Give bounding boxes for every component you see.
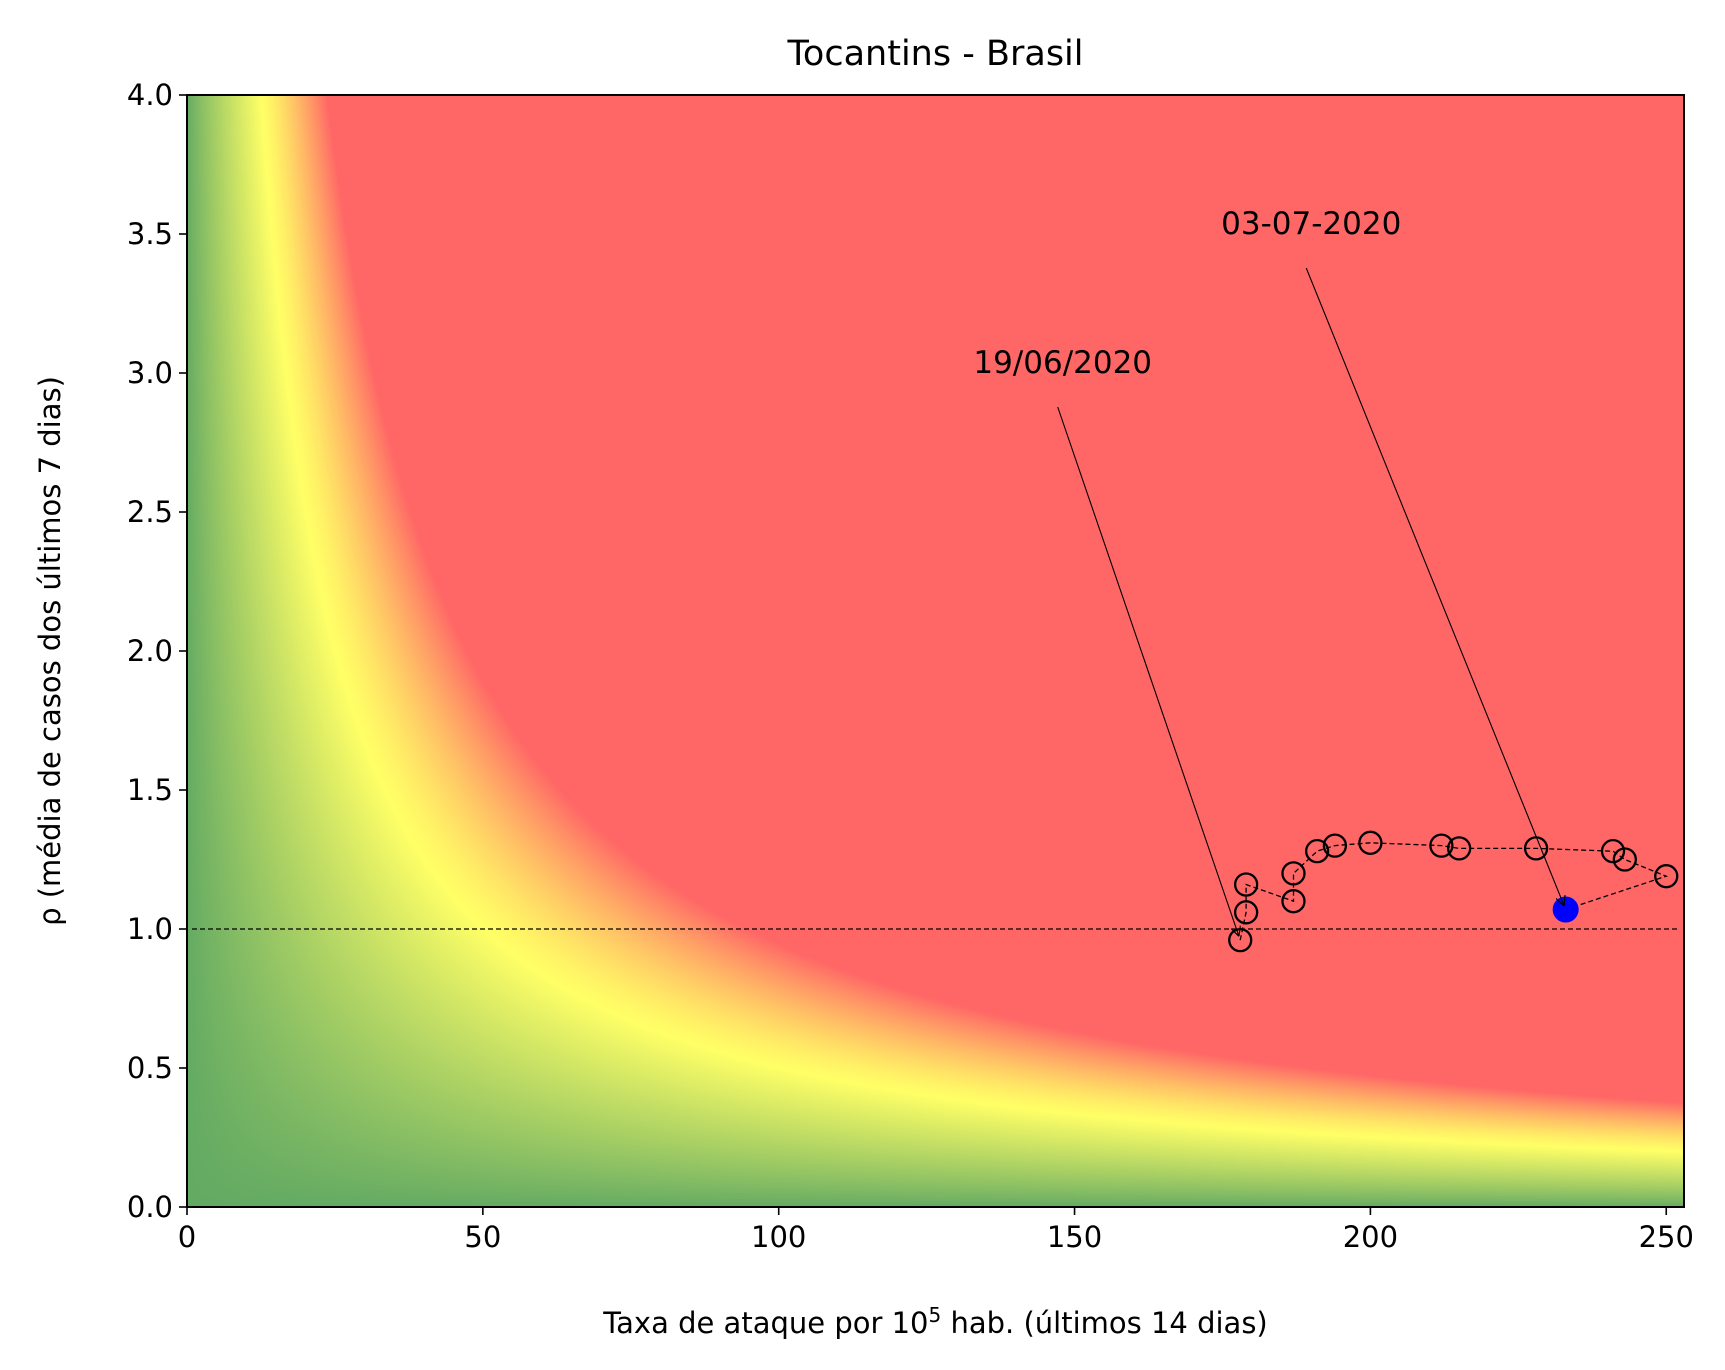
data-point (1322, 833, 1348, 858)
data-point (1654, 864, 1679, 889)
data-point (1281, 889, 1306, 914)
y-tick-label: 0.5 (127, 1051, 173, 1085)
y-tick-label: 3.5 (127, 217, 173, 251)
annotation-label: 03-07-2020 (1221, 206, 1401, 242)
data-point (1358, 830, 1383, 855)
y-tick-label: 3.0 (127, 356, 173, 390)
x-tick-label: 0 (178, 1220, 196, 1254)
data-point (1429, 833, 1454, 858)
x-axis-label: Taxa de ataque por 105 hab. (últimos 14 … (602, 1303, 1268, 1340)
y-tick-label: 4.0 (127, 78, 173, 112)
annotation-label: 19/06/2020 (973, 345, 1152, 381)
series-line (1239, 842, 1669, 941)
y-tick-label: 2.5 (127, 495, 173, 529)
x-axis-label-superscript: 5 (929, 1303, 942, 1327)
data-point (1281, 861, 1306, 886)
x-axis-label-prefix: Taxa de ataque por 10 (602, 1306, 928, 1340)
data-point (1447, 836, 1472, 861)
y-tick-label: 2.0 (127, 634, 173, 668)
data-point (1233, 872, 1259, 897)
y-axis-label: ρ (média de casos dos últimos 7 dias) (33, 376, 67, 926)
risk-heatmap-background (187, 95, 1684, 1207)
annotation-arrow (1057, 406, 1239, 936)
annotation-arrow (1305, 267, 1564, 906)
data-point (1233, 900, 1259, 925)
y-tick-label: 1.0 (127, 912, 173, 946)
x-tick-label: 200 (1343, 1220, 1398, 1254)
data-point (1612, 847, 1637, 872)
y-tick-label: 1.5 (127, 773, 173, 807)
x-tick-label: 150 (1047, 1220, 1102, 1254)
y-tick-label: 0.0 (127, 1190, 173, 1224)
x-axis-label-suffix: hab. (últimos 14 dias) (941, 1306, 1268, 1340)
axis-ticks: 0 50 100 150 200 250 0.0 0.5 1.0 1.5 2.0 2.5 3.0 3.5 4… (127, 78, 1694, 1254)
x-tick-label: 250 (1639, 1220, 1694, 1254)
chart-title: Tocantins - Brasil (787, 34, 1084, 74)
x-tick-label: 50 (464, 1220, 501, 1254)
data-point (1304, 839, 1330, 864)
x-tick-label: 100 (751, 1220, 806, 1254)
highlight-point (1552, 896, 1579, 923)
